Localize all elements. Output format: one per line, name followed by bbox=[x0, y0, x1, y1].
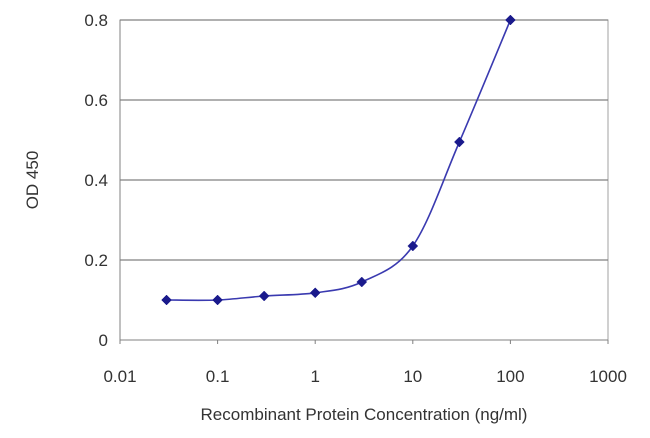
data-point-0-1 bbox=[212, 294, 223, 306]
x-tick-labels: 0.01 0.1 1 10 100 1000 bbox=[103, 367, 626, 386]
data-point-0-0 bbox=[161, 294, 172, 306]
data-point-0-5 bbox=[407, 240, 419, 252]
y-tick-label-4: 0.8 bbox=[84, 11, 108, 30]
y-tick-label-2: 0.4 bbox=[84, 171, 108, 190]
x-tick-label-0: 0.01 bbox=[103, 367, 136, 386]
y-axis-title: OD 450 bbox=[23, 151, 42, 210]
y-tick-labels: 0 0.2 0.4 0.6 0.8 bbox=[84, 11, 108, 350]
x-tick-label-1: 0.1 bbox=[206, 367, 230, 386]
data-point-0-6 bbox=[454, 136, 465, 148]
x-axis-title: Recombinant Protein Concentration (ng/ml… bbox=[201, 405, 528, 424]
x-tick-label-5: 1000 bbox=[589, 367, 627, 386]
x-tick-label-2: 1 bbox=[310, 367, 319, 386]
data-point-0-2 bbox=[258, 290, 270, 302]
grid-lines bbox=[120, 19, 608, 261]
series-layer bbox=[161, 14, 516, 306]
data-point-0-4 bbox=[356, 276, 368, 288]
y-tick-label-3: 0.6 bbox=[84, 91, 108, 110]
y-tick-label-0: 0 bbox=[99, 331, 108, 350]
x-tick-label-4: 100 bbox=[496, 367, 524, 386]
x-tick-label-3: 10 bbox=[403, 367, 422, 386]
data-point-0-7 bbox=[505, 14, 516, 26]
data-point-0-3 bbox=[309, 287, 321, 299]
y-tick-label-1: 0.2 bbox=[84, 251, 108, 270]
axes bbox=[119, 20, 609, 344]
